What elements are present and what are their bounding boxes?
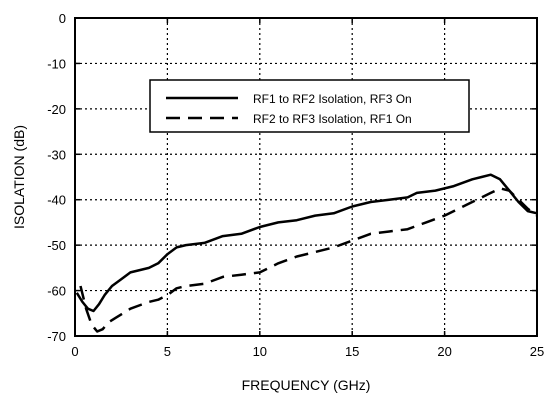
plot-frame bbox=[74, 17, 538, 337]
y-tick-label: -50 bbox=[47, 238, 66, 253]
legend-label-rf2-rf3: RF2 to RF3 Isolation, RF1 On bbox=[253, 112, 412, 126]
series-line-rf2-rf3 bbox=[79, 187, 538, 333]
y-tick-label: -30 bbox=[47, 147, 66, 162]
y-tick-label: 0 bbox=[59, 11, 66, 26]
x-axis-title: FREQUENCY (GHz) bbox=[242, 377, 371, 393]
x-tick-label: 5 bbox=[164, 344, 171, 359]
y-tick-labels: 0 -10 -20 -30 -40 -50 -60 -70 bbox=[47, 11, 66, 344]
x-tick-labels: 0 5 10 15 20 25 bbox=[71, 344, 544, 359]
axis-ticks bbox=[74, 17, 538, 337]
y-tick-label: -10 bbox=[47, 56, 66, 71]
series-line-rf1-rf2 bbox=[75, 173, 538, 313]
x-tick-label: 25 bbox=[530, 344, 544, 359]
legend-label-rf1-rf2: RF1 to RF2 Isolation, RF3 On bbox=[253, 92, 412, 106]
y-tick-label: -40 bbox=[47, 193, 66, 208]
x-tick-label: 0 bbox=[71, 344, 78, 359]
y-tick-label: -20 bbox=[47, 102, 66, 117]
x-tick-label: 20 bbox=[437, 344, 451, 359]
x-tick-label: 10 bbox=[253, 344, 267, 359]
legend-box bbox=[149, 79, 470, 133]
legend: RF1 to RF2 Isolation, RF3 On RF2 to RF3 … bbox=[149, 79, 470, 133]
y-tick-label: -70 bbox=[47, 329, 66, 344]
x-tick-label: 15 bbox=[345, 344, 359, 359]
y-axis-title: ISOLATION (dB) bbox=[11, 125, 27, 229]
series-layer bbox=[75, 173, 538, 333]
y-tick-label: -60 bbox=[47, 284, 66, 299]
